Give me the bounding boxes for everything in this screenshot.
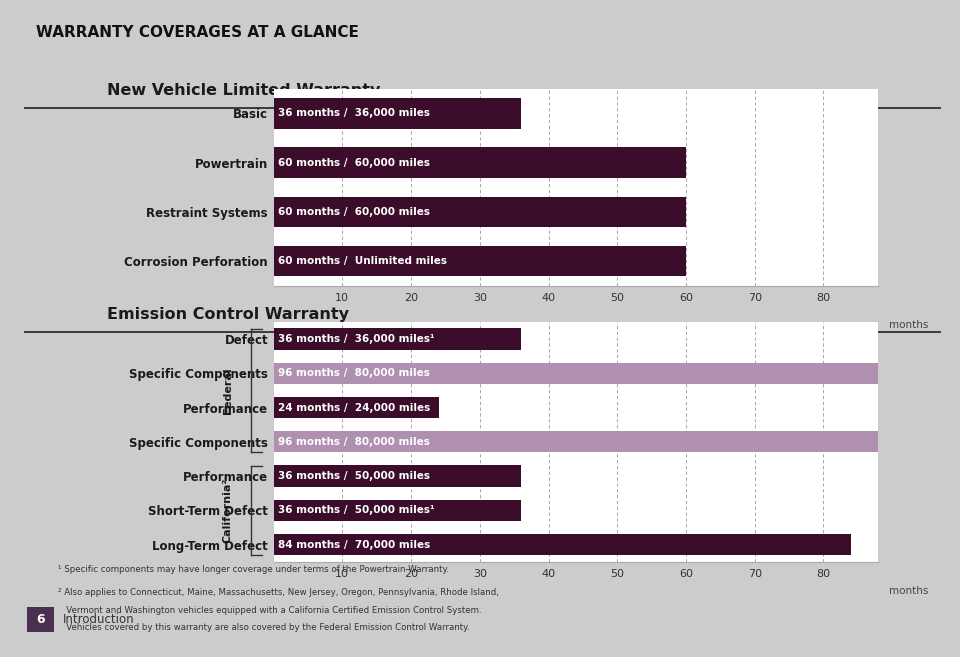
Text: 84 months /  70,000 miles: 84 months / 70,000 miles xyxy=(277,539,430,550)
Text: 6: 6 xyxy=(36,613,44,626)
Text: 24 months /  24,000 miles: 24 months / 24,000 miles xyxy=(277,403,430,413)
Bar xyxy=(274,431,933,453)
Text: 96 months /  80,000 miles: 96 months / 80,000 miles xyxy=(277,437,429,447)
Bar xyxy=(27,607,54,632)
Bar xyxy=(274,328,521,350)
Text: Introduction: Introduction xyxy=(63,613,135,626)
Text: months: months xyxy=(889,320,928,330)
Bar xyxy=(274,500,521,521)
Bar xyxy=(274,246,686,277)
Bar xyxy=(274,98,521,129)
Text: 60 months /  60,000 miles: 60 months / 60,000 miles xyxy=(277,158,430,168)
Text: months: months xyxy=(889,586,928,596)
Text: 60 months /  60,000 miles: 60 months / 60,000 miles xyxy=(277,207,430,217)
Bar xyxy=(274,147,686,178)
Text: 60 months /  Unlimited miles: 60 months / Unlimited miles xyxy=(277,256,446,266)
Text: 36 months /  36,000 miles: 36 months / 36,000 miles xyxy=(277,108,430,118)
Text: 36 months /  50,000 miles: 36 months / 50,000 miles xyxy=(277,471,430,481)
Bar xyxy=(274,397,439,419)
Text: ² Also applies to Connecticut, Maine, Massachusetts, New Jersey, Oregon, Pennsyl: ² Also applies to Connecticut, Maine, Ma… xyxy=(58,588,498,597)
Text: WARRANTY COVERAGES AT A GLANCE: WARRANTY COVERAGES AT A GLANCE xyxy=(36,25,359,40)
Bar xyxy=(274,465,521,487)
Text: California²: California² xyxy=(223,478,232,543)
Bar xyxy=(274,196,686,227)
Text: New Vehicle Limited Warranty: New Vehicle Limited Warranty xyxy=(107,83,380,99)
Text: Vermont and Washington vehicles equipped with a California Certified Emission Co: Vermont and Washington vehicles equipped… xyxy=(58,606,481,615)
Text: 96 months /  80,000 miles: 96 months / 80,000 miles xyxy=(277,369,429,378)
Text: ¹ Specific components may have longer coverage under terms of the Powertrain War: ¹ Specific components may have longer co… xyxy=(58,565,448,574)
Text: 36 months /  36,000 miles¹: 36 months / 36,000 miles¹ xyxy=(277,334,434,344)
Text: Emission Control Warranty: Emission Control Warranty xyxy=(107,307,348,323)
Text: Federal: Federal xyxy=(223,367,232,414)
Bar xyxy=(274,363,933,384)
Text: 36 months /  50,000 miles¹: 36 months / 50,000 miles¹ xyxy=(277,505,434,515)
Bar xyxy=(274,534,851,555)
Text: Vehicles covered by this warranty are also covered by the Federal Emission Contr: Vehicles covered by this warranty are al… xyxy=(58,623,469,632)
